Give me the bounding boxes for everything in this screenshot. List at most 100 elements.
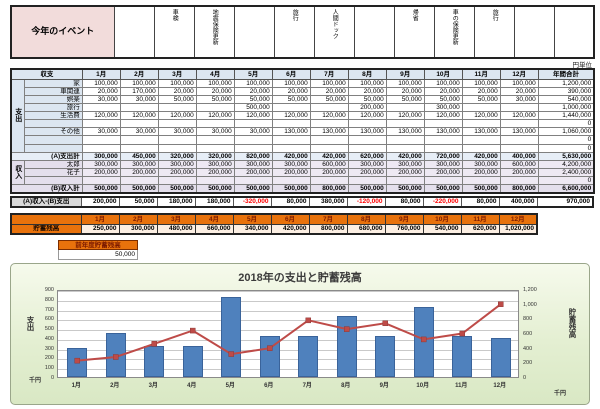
- cell-11月[interactable]: [461, 135, 501, 145]
- month-header[interactable]: 2月: [119, 68, 159, 80]
- cell-12月[interactable]: [499, 119, 539, 129]
- cell-4月[interactable]: [195, 119, 235, 129]
- row-label[interactable]: 花子: [23, 168, 83, 178]
- savings-cell-6月[interactable]: 420,000: [270, 223, 310, 235]
- cell-8月[interactable]: 100,000: [347, 78, 387, 88]
- month-header[interactable]: 9月: [385, 68, 425, 80]
- cell-6月[interactable]: 500,000: [271, 184, 311, 194]
- cell-5月[interactable]: 820,000: [233, 151, 273, 161]
- cell-8月[interactable]: 200,000: [347, 102, 387, 113]
- cell-9月[interactable]: [385, 119, 425, 129]
- cell-3月[interactable]: 50,000: [157, 94, 197, 104]
- cell-annual-total[interactable]: 4,200,000: [537, 159, 595, 170]
- cell-6月[interactable]: 120,000: [271, 111, 311, 121]
- row-label[interactable]: その他: [23, 127, 83, 137]
- cell-1月[interactable]: [81, 119, 121, 129]
- cell-annual-total[interactable]: 5,630,000: [537, 151, 595, 161]
- cell-6月[interactable]: [271, 176, 311, 186]
- cell-1月[interactable]: 20,000: [81, 86, 121, 96]
- savings-month-header[interactable]: 11月: [460, 213, 500, 225]
- cell-8月[interactable]: 500,000: [347, 184, 387, 194]
- row-label[interactable]: (B)収入計: [10, 184, 83, 194]
- savings-cell-1月[interactable]: 250,000: [80, 223, 120, 235]
- annual-total-header[interactable]: 年間合計: [537, 68, 595, 80]
- row-label[interactable]: 娯楽: [23, 94, 83, 104]
- savings-month-header[interactable]: 6月: [270, 213, 310, 225]
- row-label[interactable]: [23, 143, 83, 153]
- cell-1月[interactable]: [81, 102, 121, 113]
- cell-annual-total[interactable]: 6,600,000: [537, 184, 595, 194]
- savings-cell-10月[interactable]: 540,000: [422, 223, 462, 235]
- balance-cell-9月[interactable]: 80,000: [384, 196, 424, 208]
- cell-5月[interactable]: [233, 143, 273, 153]
- cell-10月[interactable]: 20,000: [423, 86, 463, 96]
- cell-annual-total[interactable]: 2,400,000: [537, 168, 595, 178]
- cell-6月[interactable]: 50,000: [271, 94, 311, 104]
- balance-cell-4月[interactable]: 180,000: [194, 196, 234, 208]
- cell-7月[interactable]: [309, 135, 349, 145]
- cell-3月[interactable]: [157, 143, 197, 153]
- savings-month-header[interactable]: 4月: [194, 213, 234, 225]
- cell-3月[interactable]: 30,000: [157, 127, 197, 137]
- cell-8月[interactable]: 620,000: [347, 151, 387, 161]
- cell-8月[interactable]: 200,000: [347, 168, 387, 178]
- cell-6月[interactable]: 130,000: [271, 127, 311, 137]
- cell-3月[interactable]: [157, 135, 197, 145]
- cell-12月[interactable]: 30,000: [499, 94, 539, 104]
- cell-4月[interactable]: [195, 102, 235, 113]
- event-cell-1月[interactable]: [113, 5, 155, 59]
- cell-7月[interactable]: 800,000: [309, 184, 349, 194]
- cell-2月[interactable]: 100,000: [119, 78, 159, 88]
- cell-9月[interactable]: [385, 143, 425, 153]
- cell-8月[interactable]: 130,000: [347, 127, 387, 137]
- cell-3月[interactable]: 320,000: [157, 151, 197, 161]
- cell-1月[interactable]: 500,000: [81, 184, 121, 194]
- cell-7月[interactable]: 120,000: [309, 111, 349, 121]
- cell-4月[interactable]: 200,000: [195, 168, 235, 178]
- cell-3月[interactable]: [157, 176, 197, 186]
- cell-5月[interactable]: 200,000: [233, 168, 273, 178]
- cell-5月[interactable]: 30,000: [233, 127, 273, 137]
- cell-2月[interactable]: [119, 143, 159, 153]
- row-label[interactable]: 車関連: [23, 86, 83, 96]
- savings-month-header[interactable]: 9月: [384, 213, 424, 225]
- savings-cell-3月[interactable]: 480,000: [156, 223, 196, 235]
- month-header[interactable]: 1月: [81, 68, 121, 80]
- cell-7月[interactable]: 50,000: [309, 94, 349, 104]
- cell-6月[interactable]: 20,000: [271, 86, 311, 96]
- cell-2月[interactable]: 120,000: [119, 111, 159, 121]
- cell-11月[interactable]: [461, 102, 501, 113]
- cell-4月[interactable]: 500,000: [195, 184, 235, 194]
- cell-7月[interactable]: [309, 102, 349, 113]
- cell-5月[interactable]: 100,000: [233, 78, 273, 88]
- cell-7月[interactable]: 200,000: [309, 168, 349, 178]
- cell-10月[interactable]: 300,000: [423, 102, 463, 113]
- cell-6月[interactable]: [271, 135, 311, 145]
- cell-11月[interactable]: 120,000: [461, 111, 501, 121]
- row-label[interactable]: (A)支出計: [10, 151, 83, 161]
- balance-cell-6月[interactable]: 80,000: [270, 196, 310, 208]
- cell-9月[interactable]: 50,000: [385, 94, 425, 104]
- cell-12月[interactable]: 200,000: [499, 168, 539, 178]
- cell-annual-total[interactable]: 1,200,000: [537, 78, 595, 88]
- cell-11月[interactable]: [461, 176, 501, 186]
- cell-8月[interactable]: 50,000: [347, 94, 387, 104]
- cell-9月[interactable]: [385, 135, 425, 145]
- month-header[interactable]: 6月: [271, 68, 311, 80]
- month-header[interactable]: 10月: [423, 68, 463, 80]
- cell-3月[interactable]: 300,000: [157, 159, 197, 170]
- row-label[interactable]: [23, 176, 83, 186]
- cell-7月[interactable]: 100,000: [309, 78, 349, 88]
- cell-7月[interactable]: 130,000: [309, 127, 349, 137]
- balance-cell-11月[interactable]: 80,000: [460, 196, 500, 208]
- month-header[interactable]: 3月: [157, 68, 197, 80]
- cell-1月[interactable]: [81, 135, 121, 145]
- cell-10月[interactable]: 300,000: [423, 159, 463, 170]
- cell-2月[interactable]: 500,000: [119, 184, 159, 194]
- cell-12月[interactable]: 20,000: [499, 86, 539, 96]
- cell-2月[interactable]: 300,000: [119, 159, 159, 170]
- cell-5月[interactable]: 120,000: [233, 111, 273, 121]
- cell-10月[interactable]: [423, 119, 463, 129]
- cell-3月[interactable]: 20,000: [157, 86, 197, 96]
- cell-10月[interactable]: 720,000: [423, 151, 463, 161]
